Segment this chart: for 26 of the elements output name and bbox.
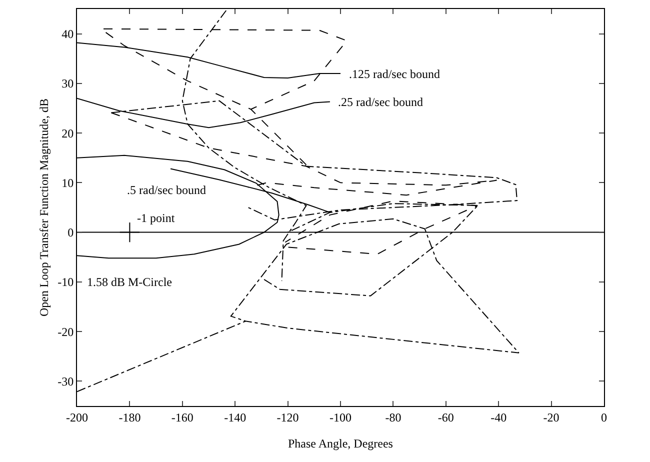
y-tick-label: -20 [58, 324, 74, 339]
y-tick-label: 0 [68, 226, 74, 240]
x-tick-label: -180 [118, 410, 141, 424]
x-tick-label: -40 [490, 410, 507, 424]
y-tick-label: 20 [62, 126, 74, 140]
y-tick-label: 30 [62, 76, 74, 91]
y-axis-title: Open Loop Transfer Function Magnitude, dB [36, 98, 51, 316]
x-tick-label: -60 [438, 410, 454, 424]
x-tick-label: -80 [385, 410, 402, 424]
x-tick-label: -20 [543, 410, 560, 424]
x-tick-label: -160 [171, 410, 194, 424]
annotation: .125 rad/sec bound [349, 67, 440, 81]
x-tick-label: -100 [330, 410, 352, 424]
x-tick-label: -120 [276, 410, 299, 424]
y-tick-label: 10 [62, 176, 74, 190]
annotation: 1.58 dB M-Circle [87, 275, 172, 289]
x-tick-label: -200 [66, 410, 88, 424]
x-axis-title: Phase Angle, Degrees [288, 436, 394, 450]
y-tick-label: 40 [62, 27, 74, 42]
x-tick-label: -140 [224, 410, 246, 424]
annotation: -1 point [137, 211, 176, 225]
annotation: .5 rad/sec bound [127, 183, 206, 197]
y-tick-label: -10 [58, 275, 74, 290]
annotation: .25 rad/sec bound [338, 95, 423, 109]
y-tick-label: -30 [58, 374, 74, 388]
x-tick-label: 0 [601, 410, 607, 424]
